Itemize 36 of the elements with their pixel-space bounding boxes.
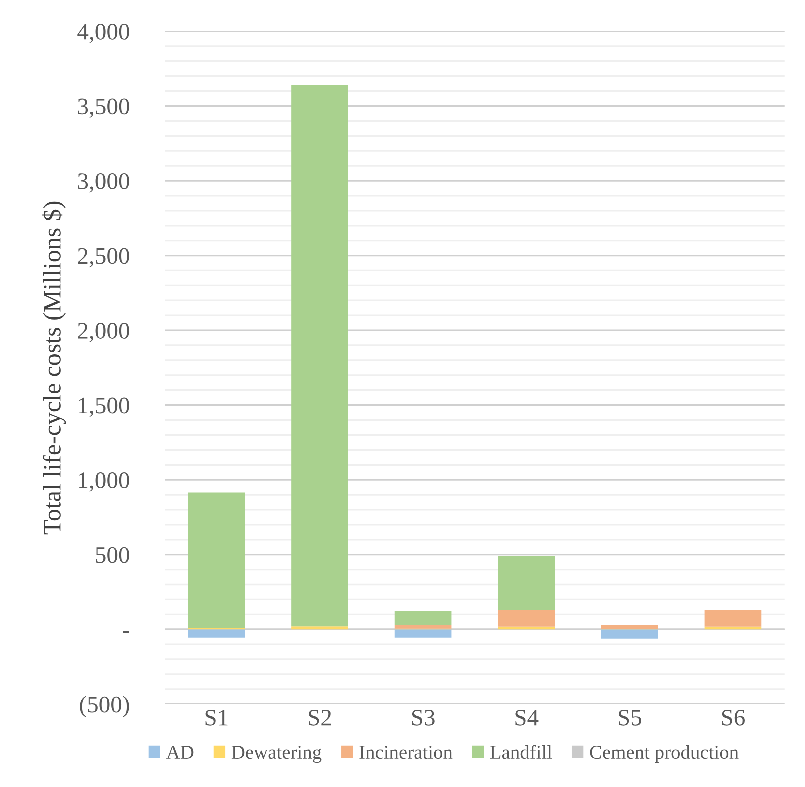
- bar: [498, 626, 556, 630]
- legend-label: AD: [166, 746, 194, 759]
- x-tick-label: S2: [309, 710, 332, 726]
- legend-label: Dewatering: [232, 746, 322, 764]
- x-tick-label: S1: [206, 710, 228, 726]
- bar: [292, 85, 348, 627]
- legend-label: Incineration: [360, 746, 453, 760]
- x-tick-label: S4: [516, 710, 539, 726]
- legend-label: Landfill: [490, 745, 552, 760]
- y-tick-label: 500: [96, 547, 130, 564]
- bar: [394, 611, 452, 626]
- y-tick-label: 3,000: [78, 174, 130, 193]
- x-tick-label: S3: [412, 710, 435, 726]
- y-tick-label: (500): [80, 696, 130, 718]
- bar: [704, 626, 762, 630]
- y-tick-label: 1,500: [79, 398, 130, 418]
- bar: [602, 625, 658, 630]
- bar: [498, 556, 556, 610]
- bar: [704, 610, 762, 627]
- bar: [292, 626, 348, 630]
- bar: [188, 492, 246, 628]
- legend-label: Cement production: [590, 745, 739, 764]
- bar: [188, 630, 246, 638]
- bar: [602, 630, 658, 639]
- x-tick-label: S5: [619, 710, 642, 726]
- bar: [394, 625, 452, 629]
- y-tick-label: 1,000: [79, 472, 130, 492]
- y-tick-label: -: [123, 631, 130, 634]
- y-tick-label: 3,500: [78, 98, 130, 118]
- y-tick-label: 4,000: [78, 24, 130, 44]
- x-tick-label: S6: [722, 710, 745, 726]
- bar: [394, 630, 452, 638]
- y-axis-title: Total life-cycle costs (Millions $): [42, 202, 66, 535]
- bar: [498, 610, 556, 627]
- y-tick-label: 2,000: [78, 323, 130, 342]
- y-tick-label: 2,500: [78, 248, 130, 268]
